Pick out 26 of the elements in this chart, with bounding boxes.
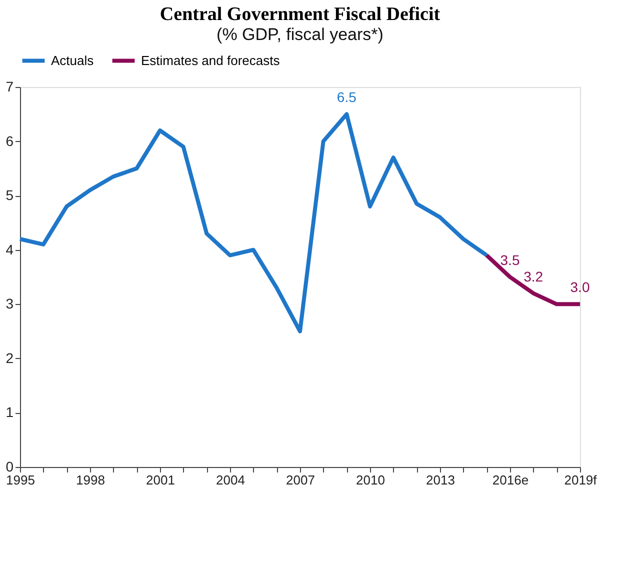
x-tick-label: 1998 xyxy=(76,472,105,488)
legend-label: Actuals xyxy=(51,52,94,68)
y-tick-label: 7 xyxy=(6,78,14,94)
data-label: 3.0 xyxy=(570,279,590,296)
y-tick-label: 5 xyxy=(6,187,14,204)
chart-title: Central Government Fiscal Deficit xyxy=(160,4,441,25)
y-tick-label: 3 xyxy=(6,296,14,312)
y-tick-label: 1 xyxy=(6,404,14,420)
y-tick-label: 0 xyxy=(6,458,14,474)
x-tick-label: 2010 xyxy=(356,472,385,488)
y-tick-label: 2 xyxy=(6,350,14,366)
x-tick-label: 2019f xyxy=(564,472,598,488)
line-series xyxy=(18,112,489,334)
x-tick-label: 1995 xyxy=(6,472,35,488)
x-tick-label: 2007 xyxy=(286,472,315,488)
chart-subtitle: (% GDP, fiscal years*) xyxy=(216,25,384,44)
data-label: 3.2 xyxy=(524,268,544,284)
x-tick-label: 2013 xyxy=(426,472,455,488)
data-label: 3.5 xyxy=(500,252,520,268)
y-tick-label: 6 xyxy=(6,132,14,149)
x-tick-label: 2004 xyxy=(216,472,245,488)
x-tick-label: 2016e xyxy=(492,472,529,488)
x-tick-label: 2001 xyxy=(146,472,175,488)
legend-label: Estimates and forecasts xyxy=(141,52,280,68)
y-tick-label: 4 xyxy=(6,241,14,258)
data-label: 6.5 xyxy=(336,89,357,106)
